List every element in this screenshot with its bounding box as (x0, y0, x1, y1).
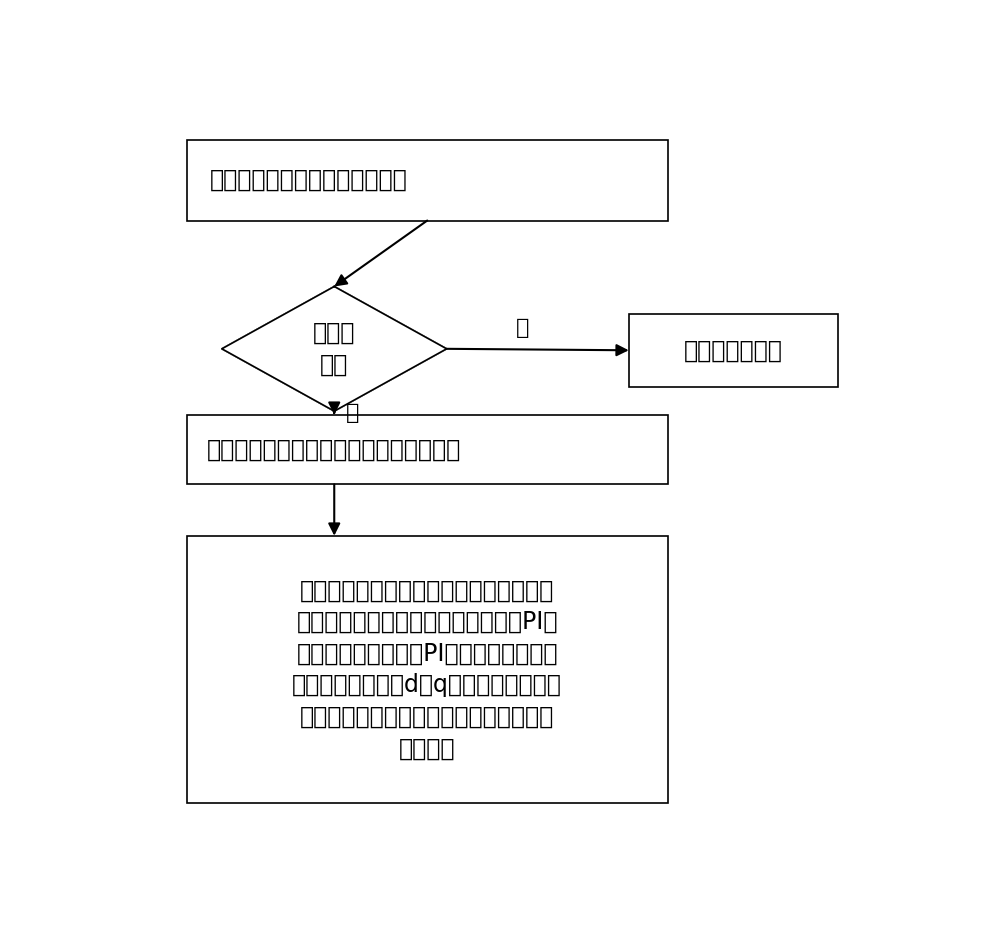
Text: 将电压校正信号作为前馈控制信号附加到
直驱风机网侧变换器电流控制环节中PI控
制器的输出端，校正PI控制器输出的直驱
风机等效内电势的d、q轴分量，以减小等
效: 将电压校正信号作为前馈控制信号附加到 直驱风机网侧变换器电流控制环节中PI控 制… (292, 579, 562, 761)
Bar (629, 313, 838, 387)
Text: 根据端电压的变化指标生成电压校正信号: 根据端电压的变化指标生成电压校正信号 (206, 438, 461, 462)
Text: 判断直驱风机的端电压是否上升: 判断直驱风机的端电压是否上升 (210, 169, 408, 192)
Text: 端电压
上升: 端电压 上升 (313, 321, 355, 377)
Text: 是: 是 (346, 403, 359, 423)
Text: 不进行附加控制: 不进行附加控制 (684, 338, 783, 363)
Polygon shape (222, 287, 447, 411)
Text: 否: 否 (516, 318, 529, 338)
Bar (187, 140, 668, 221)
Bar (187, 536, 668, 803)
Bar (187, 415, 668, 485)
